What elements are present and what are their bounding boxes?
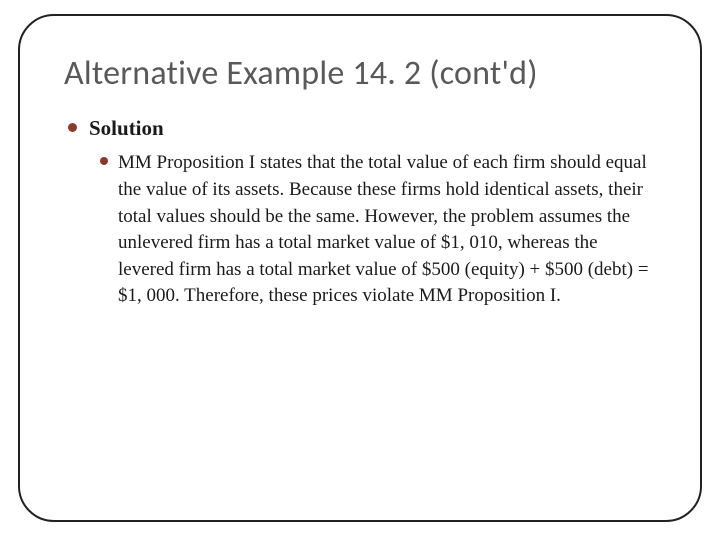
bullet-icon bbox=[68, 123, 77, 132]
list-item: MM Proposition I states that the total v… bbox=[100, 150, 656, 310]
body-text: MM Proposition I states that the total v… bbox=[118, 150, 656, 310]
slide: Alternative Example 14. 2 (cont'd) Solut… bbox=[0, 0, 720, 540]
slide-title: Alternative Example 14. 2 (cont'd) bbox=[64, 54, 656, 93]
bullet-level-1: Solution MM Proposition I states that th… bbox=[68, 115, 656, 310]
bullet-level-2: MM Proposition I states that the total v… bbox=[100, 150, 656, 310]
bullet-icon bbox=[100, 157, 108, 165]
bullet-label: Solution bbox=[89, 115, 164, 142]
list-item: Solution bbox=[68, 115, 656, 142]
slide-frame: Alternative Example 14. 2 (cont'd) Solut… bbox=[18, 14, 702, 522]
